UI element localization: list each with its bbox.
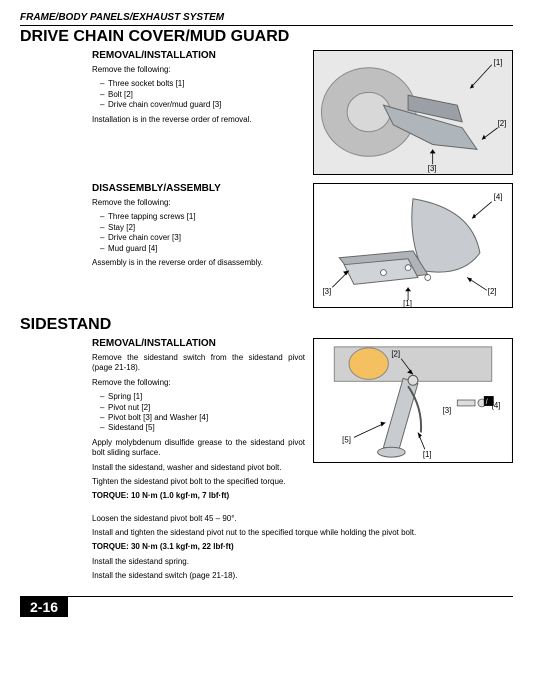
page: FRAME/BODY PANELS/EXHAUST SYSTEM DRIVE C… <box>0 0 533 617</box>
list-item: Mud guard [4] <box>100 244 305 254</box>
svg-text:[2]: [2] <box>488 287 497 296</box>
list-item: Spring [1] <box>100 392 305 402</box>
paragraph: Assembly is in the reverse order of disa… <box>92 258 305 268</box>
figure-3: [1] [2] [3] [4] / [5] <box>313 338 513 463</box>
paragraph: Loosen the sidestand pivot bolt 45 – 90°… <box>92 514 513 524</box>
paragraph: Install the sidestand, washer and sidest… <box>92 463 305 473</box>
svg-text:[5]: [5] <box>342 435 351 444</box>
title-sidestand: SIDESTAND <box>20 316 513 334</box>
list-item: Three tapping screws [1] <box>100 212 305 222</box>
list-item: Stay [2] <box>100 223 305 233</box>
sub-title: DISASSEMBLY/ASSEMBLY <box>92 183 305 194</box>
list-item: Pivot bolt [3] and Washer [4] <box>100 413 305 423</box>
section-text: REMOVAL/INSTALLATION Remove the followin… <box>20 50 313 129</box>
svg-text:[3]: [3] <box>428 164 437 173</box>
sub-title: REMOVAL/INSTALLATION <box>92 50 305 61</box>
page-footer: 2-16 <box>20 596 513 617</box>
paragraph: Install the sidestand switch (page 21-18… <box>92 571 513 581</box>
svg-text:[4]: [4] <box>494 193 503 202</box>
svg-text:[1]: [1] <box>494 58 503 67</box>
paragraph: Remove the following: <box>92 198 305 208</box>
svg-text:[2]: [2] <box>391 350 400 359</box>
list: Three tapping screws [1] Stay [2] Drive … <box>92 212 305 254</box>
paragraph: Installation is in the reverse order of … <box>92 115 305 125</box>
svg-text:[1]: [1] <box>403 299 412 307</box>
figure-1: [1] [2] [3] <box>313 50 513 175</box>
list-item: Drive chain cover [3] <box>100 233 305 243</box>
section-text: DISASSEMBLY/ASSEMBLY Remove the followin… <box>20 183 313 272</box>
section-removal-installation-1: REMOVAL/INSTALLATION Remove the followin… <box>20 50 513 175</box>
list-item: Three socket bolts [1] <box>100 79 305 89</box>
paragraph: Remove the sidestand switch from the sid… <box>92 353 305 374</box>
page-header: FRAME/BODY PANELS/EXHAUST SYSTEM <box>20 12 513 26</box>
paragraph: Install and tighten the sidestand pivot … <box>92 528 513 538</box>
svg-text:/: / <box>486 399 488 406</box>
torque-spec: TORQUE: 10 N·m (1.0 kgf·m, 7 lbf·ft) <box>92 491 305 501</box>
title-drive-chain: DRIVE CHAIN COVER/MUD GUARD <box>20 28 513 46</box>
section-removal-installation-2: REMOVAL/INSTALLATION Remove the sidestan… <box>20 338 513 506</box>
sub-title: REMOVAL/INSTALLATION <box>92 338 305 349</box>
svg-text:[3]: [3] <box>322 287 331 296</box>
section-text: REMOVAL/INSTALLATION Remove the sidestan… <box>20 338 313 506</box>
list-item: Sidestand [5] <box>100 423 305 433</box>
list-item: Pivot nut [2] <box>100 403 305 413</box>
svg-text:[1]: [1] <box>423 450 432 459</box>
torque-spec: TORQUE: 30 N·m (3.1 kgf·m, 22 lbf·ft) <box>92 542 513 552</box>
list-item: Drive chain cover/mud guard [3] <box>100 100 305 110</box>
page-number: 2-16 <box>20 597 68 617</box>
figure-2: [1] [2] [3] [4] <box>313 183 513 308</box>
list-item: Bolt [2] <box>100 90 305 100</box>
section-3-continued: Loosen the sidestand pivot bolt 45 – 90°… <box>20 514 513 582</box>
paragraph: Tighten the sidestand pivot bolt to the … <box>92 477 305 487</box>
svg-text:[3]: [3] <box>443 406 452 415</box>
paragraph: Remove the following: <box>92 65 305 75</box>
list: Spring [1] Pivot nut [2] Pivot bolt [3] … <box>92 392 305 434</box>
paragraph: Install the sidestand spring. <box>92 557 513 567</box>
paragraph: Remove the following: <box>92 378 305 388</box>
svg-text:[2]: [2] <box>498 119 507 128</box>
paragraph: Apply molybdenum disulfide grease to the… <box>92 438 305 459</box>
list: Three socket bolts [1] Bolt [2] Drive ch… <box>92 79 305 110</box>
section-disassembly-assembly: DISASSEMBLY/ASSEMBLY Remove the followin… <box>20 183 513 308</box>
